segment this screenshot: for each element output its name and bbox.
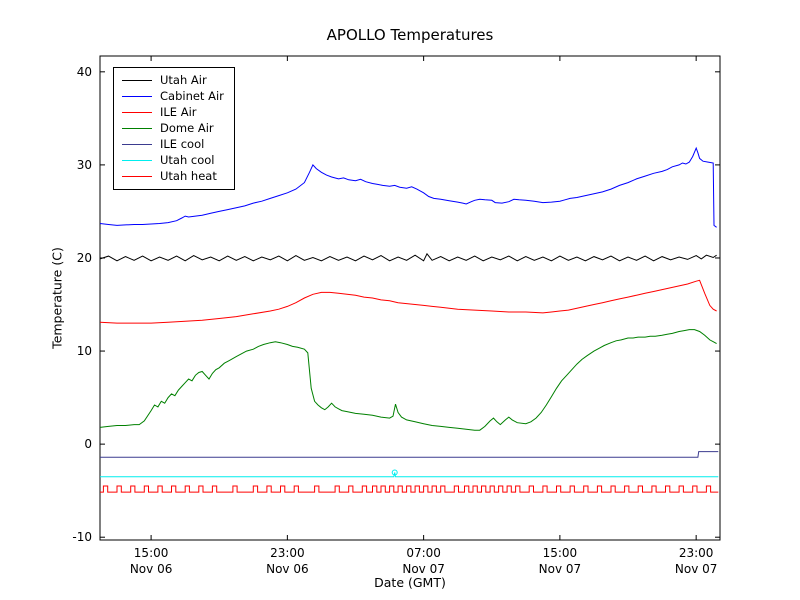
legend-line-swatch bbox=[122, 176, 152, 177]
y-tick-label: 10 bbox=[77, 344, 92, 358]
legend-item-cabinet-air: Cabinet Air bbox=[122, 90, 224, 103]
legend-line-swatch bbox=[122, 144, 152, 145]
y-tick-label: 40 bbox=[77, 65, 92, 79]
series-line-utah-cool bbox=[100, 472, 719, 478]
legend: Utah Air Cabinet Air ILE Air Dome Air ILE co… bbox=[113, 67, 235, 190]
x-tick-date-label: Nov 06 bbox=[130, 562, 173, 576]
chart-title: APOLLO Temperatures bbox=[326, 26, 494, 44]
legend-line-swatch bbox=[122, 96, 152, 97]
y-tick-label: 20 bbox=[77, 251, 92, 265]
x-tick-date-label: Nov 06 bbox=[266, 562, 309, 576]
legend-label: Utah cool bbox=[160, 153, 215, 167]
x-tick-date-label: Nov 07 bbox=[675, 562, 718, 576]
series-line-cabinet-air bbox=[99, 146, 717, 228]
x-tick-time-label: 15:00 bbox=[134, 546, 169, 560]
legend-label: ILE cool bbox=[160, 137, 205, 151]
legend-item-dome-air: Dome Air bbox=[122, 122, 224, 135]
x-axis-label: Date (GMT) bbox=[374, 575, 446, 590]
x-tick-date-label: Nov 07 bbox=[539, 562, 582, 576]
legend-line-swatch bbox=[122, 112, 152, 113]
series-line-utah-heat bbox=[100, 485, 719, 493]
y-tick-label: -10 bbox=[72, 530, 92, 544]
series-line-dome-air bbox=[99, 329, 717, 431]
legend-item-utah-cool: Utah cool bbox=[122, 154, 224, 167]
legend-line-swatch bbox=[122, 128, 152, 129]
x-tick-time-label: 23:00 bbox=[270, 546, 305, 560]
legend-label: ILE Air bbox=[160, 105, 197, 119]
series-line-ile-air bbox=[99, 279, 717, 324]
legend-line-swatch bbox=[122, 80, 152, 81]
axes-frame bbox=[99, 55, 721, 541]
x-tick-time-label: 23:00 bbox=[679, 546, 714, 560]
legend-label: Utah heat bbox=[160, 169, 217, 183]
legend-label: Cabinet Air bbox=[160, 89, 224, 103]
legend-label: Dome Air bbox=[160, 121, 214, 135]
y-tick-label: 30 bbox=[77, 158, 92, 172]
legend-line-swatch bbox=[122, 160, 152, 161]
series-line-utah-air bbox=[99, 252, 717, 262]
series-line-ile-cool bbox=[100, 451, 719, 458]
legend-item-ile-air: ILE Air bbox=[122, 106, 224, 119]
y-tick-label: 0 bbox=[84, 437, 92, 451]
x-tick-time-label: 15:00 bbox=[543, 546, 578, 560]
x-tick-time-label: 07:00 bbox=[406, 546, 441, 560]
series-marker-utah-cool bbox=[391, 469, 398, 476]
x-tick-date-label: Nov 07 bbox=[402, 562, 445, 576]
legend-item-utah-air: Utah Air bbox=[122, 74, 224, 87]
legend-item-utah-heat: Utah heat bbox=[122, 170, 224, 183]
legend-item-ile-cool: ILE cool bbox=[122, 138, 224, 151]
legend-label: Utah Air bbox=[160, 73, 207, 87]
